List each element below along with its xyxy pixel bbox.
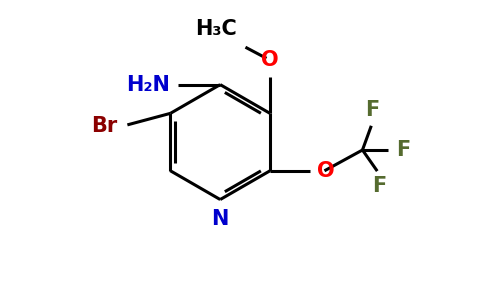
- Text: F: F: [365, 100, 380, 120]
- Text: O: O: [261, 50, 279, 70]
- Text: H₃C: H₃C: [195, 19, 237, 39]
- Text: N: N: [212, 209, 229, 230]
- Text: O: O: [317, 161, 334, 181]
- Text: F: F: [372, 176, 387, 196]
- Text: F: F: [396, 140, 410, 160]
- Text: Br: Br: [91, 116, 118, 136]
- Text: H₂N: H₂N: [126, 75, 170, 94]
